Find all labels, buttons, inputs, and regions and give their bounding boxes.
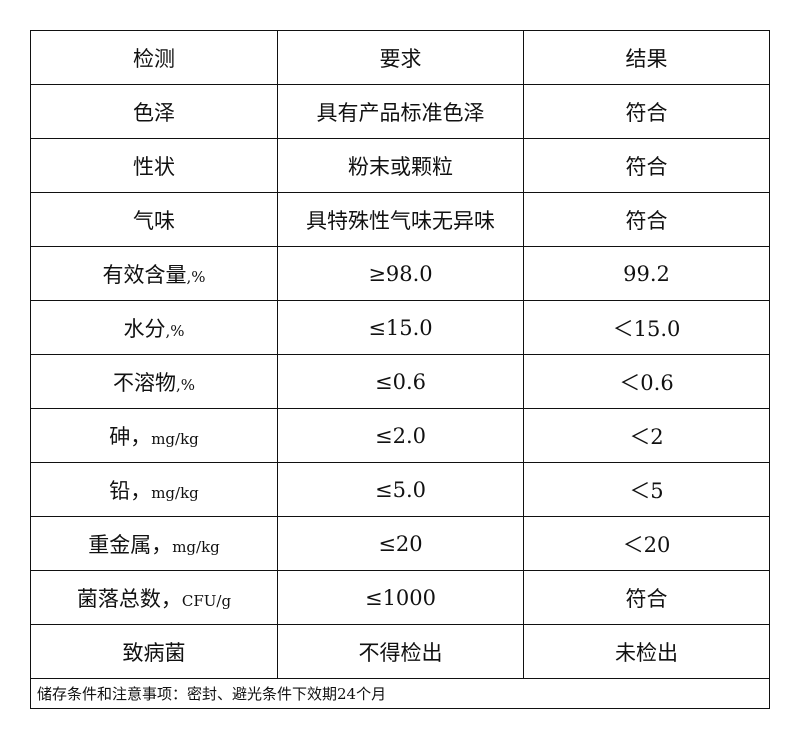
item-unit: ,%	[165, 321, 185, 340]
cell-requirement: 粉末或颗粒	[277, 138, 524, 193]
cell-result: 未检出	[523, 624, 770, 679]
cell-result: ＜2	[523, 408, 770, 463]
item-name: 砷，	[109, 424, 152, 449]
cell-requirement: 不得检出	[277, 624, 524, 679]
cell-item: 色泽	[30, 84, 278, 139]
item-name: 菌落总数，	[76, 586, 182, 611]
table-row: 色泽 具有产品标准色泽 符合	[30, 84, 770, 139]
item-unit: ,%	[175, 375, 196, 394]
item-unit: mg/kg	[151, 483, 199, 502]
footer-row: 储存条件和注意事项：密封、避光条件下效期24个月	[30, 678, 770, 709]
item-name: 重金属，	[88, 532, 173, 557]
item-name: 致病菌	[122, 640, 186, 665]
item-name: 有效含量	[102, 262, 187, 287]
cell-result: ＜20	[523, 516, 770, 571]
table-row: 铅，mg/kg ≤5.0 ＜5	[30, 462, 770, 517]
item-name: 色泽	[133, 100, 175, 125]
cell-item: 铅，mg/kg	[30, 462, 278, 517]
item-unit: CFU/g	[181, 591, 232, 610]
inspection-table: 检测 要求 结果 色泽 具有产品标准色泽 符合 性状 粉末或颗粒 符合 气味 具特殊性气味无异…	[30, 30, 770, 709]
cell-requirement: ≥98.0	[277, 246, 524, 301]
table-row: 致病菌 不得检出 未检出	[30, 624, 770, 679]
table-row: 重金属，mg/kg ≤20 ＜20	[30, 516, 770, 571]
item-unit: mg/kg	[151, 429, 199, 448]
cell-result: ＜15.0	[523, 300, 770, 355]
table-row: 不溶物,% ≤0.6 ＜0.6	[30, 354, 770, 409]
item-name: 气味	[133, 208, 175, 233]
cell-item: 水分,%	[30, 300, 278, 355]
cell-item: 有效含量,%	[30, 246, 278, 301]
cell-requirement: ≤0.6	[277, 354, 524, 409]
storage-note: 储存条件和注意事项：密封、避光条件下效期24个月	[30, 678, 770, 709]
cell-result: 符合	[523, 138, 770, 193]
cell-requirement: ≤2.0	[277, 408, 524, 463]
header-cell-result: 结果	[523, 30, 770, 85]
cell-requirement: ≤20	[277, 516, 524, 571]
cell-requirement: ≤15.0	[277, 300, 524, 355]
table-row: 气味 具特殊性气味无异味 符合	[30, 192, 770, 247]
item-name: 铅，	[109, 478, 152, 503]
cell-item: 气味	[30, 192, 278, 247]
cell-result: 符合	[523, 84, 770, 139]
table-row: 性状 粉末或颗粒 符合	[30, 138, 770, 193]
item-unit: ,%	[186, 267, 206, 286]
header-cell-requirement: 要求	[277, 30, 524, 85]
table-row: 砷，mg/kg ≤2.0 ＜2	[30, 408, 770, 463]
cell-item: 菌落总数，CFU/g	[30, 570, 278, 625]
cell-item: 重金属，mg/kg	[30, 516, 278, 571]
table-row: 水分,% ≤15.0 ＜15.0	[30, 300, 770, 355]
cell-item: 不溶物,%	[30, 354, 278, 409]
cell-result: ＜0.6	[523, 354, 770, 409]
table-row: 菌落总数，CFU/g ≤1000 符合	[30, 570, 770, 625]
cell-result: 99.2	[523, 246, 770, 301]
cell-requirement: ≤5.0	[277, 462, 524, 517]
cell-result: 符合	[523, 570, 770, 625]
table-header-row: 检测 要求 结果	[30, 30, 770, 85]
item-name: 水分	[123, 316, 166, 341]
cell-requirement: ≤1000	[277, 570, 524, 625]
cell-result: ＜5	[523, 462, 770, 517]
table-row: 有效含量,% ≥98.0 99.2	[30, 246, 770, 301]
cell-item: 性状	[30, 138, 278, 193]
item-name: 性状	[133, 154, 175, 179]
header-cell-test: 检测	[30, 30, 278, 85]
item-unit: mg/kg	[172, 537, 220, 556]
item-name: 不溶物	[112, 370, 176, 395]
cell-item: 砷，mg/kg	[30, 408, 278, 463]
cell-requirement: 具有产品标准色泽	[277, 84, 524, 139]
cell-requirement: 具特殊性气味无异味	[277, 192, 524, 247]
cell-result: 符合	[523, 192, 770, 247]
cell-item: 致病菌	[30, 624, 278, 679]
